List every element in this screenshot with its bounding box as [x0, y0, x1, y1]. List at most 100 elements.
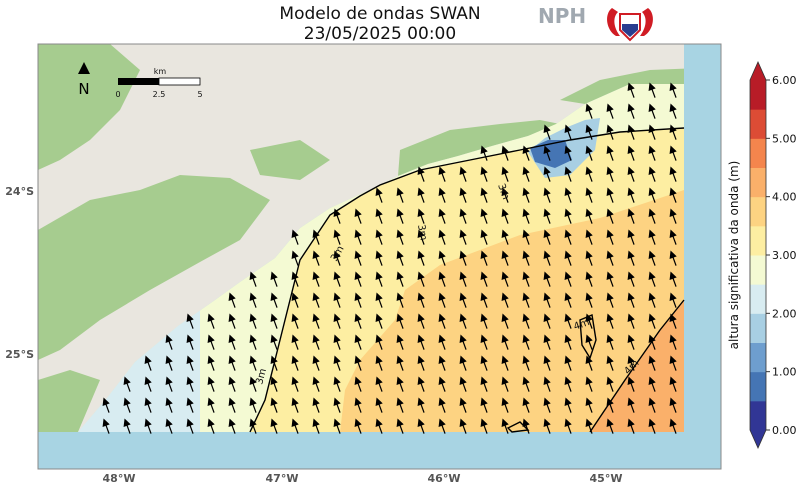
- wave-arrow: [522, 313, 530, 329]
- wave-arrow: [522, 418, 530, 434]
- wave-arrow: [585, 397, 593, 413]
- wave-arrow: [438, 418, 446, 434]
- wave-arrow: [648, 376, 656, 392]
- scale-unit: km: [154, 67, 167, 76]
- wave-arrow: [396, 313, 404, 329]
- wave-arrow: [585, 292, 593, 308]
- colorbar-tick-label: 0.00: [772, 424, 797, 437]
- wave-arrow: [270, 271, 278, 287]
- wave-arrow: [585, 313, 593, 329]
- wave-arrow: [333, 208, 341, 224]
- wave-arrow: [123, 418, 131, 434]
- wave-arrow: [648, 334, 656, 350]
- lat-label: 25°S: [5, 348, 34, 361]
- wave-arrow: [543, 355, 551, 371]
- wave-arrow: [522, 145, 530, 161]
- wave-arrow: [543, 292, 551, 308]
- wave-arrow: [627, 187, 635, 203]
- map-area[interactable]: 3m 3m 3m 3m 4m 4m N km 0 2.5 5: [38, 44, 721, 469]
- wave-arrow: [375, 292, 383, 308]
- wave-arrow: [522, 397, 530, 413]
- lon-label: 46°W: [428, 472, 461, 485]
- wave-arrow: [123, 397, 131, 413]
- wave-arrow: [627, 418, 635, 434]
- wave-arrow: [417, 229, 425, 245]
- wave-arrow: [438, 166, 446, 182]
- wave-arrow: [522, 166, 530, 182]
- wave-arrow: [459, 250, 467, 266]
- colorbar-tick-label: 5.00: [772, 132, 797, 145]
- wave-arrow: [627, 397, 635, 413]
- wave-arrow: [417, 166, 425, 182]
- wave-arrow: [585, 355, 593, 371]
- wave-arrow: [144, 376, 152, 392]
- wave-arrow: [396, 187, 404, 203]
- wave-arrow: [417, 334, 425, 350]
- wave-arrow: [417, 355, 425, 371]
- wave-arrow: [543, 418, 551, 434]
- wave-arrow: [228, 418, 236, 434]
- colorbar-segment: [750, 371, 766, 402]
- wave-arrow: [564, 208, 572, 224]
- wave-arrow: [459, 334, 467, 350]
- wave-arrow: [648, 418, 656, 434]
- wave-arrow: [501, 271, 509, 287]
- wave-arrow: [522, 334, 530, 350]
- wave-arrow: [522, 208, 530, 224]
- wave-arrow: [459, 313, 467, 329]
- wave-arrow: [627, 82, 635, 98]
- wave-arrow: [459, 355, 467, 371]
- wave-arrow: [417, 313, 425, 329]
- wave-arrow: [669, 418, 677, 434]
- wave-arrow: [669, 376, 677, 392]
- wave-arrow: [396, 334, 404, 350]
- wave-arrow: [207, 418, 215, 434]
- wave-arrow: [438, 313, 446, 329]
- wave-arrow: [606, 229, 614, 245]
- wave-arrow: [291, 355, 299, 371]
- wave-arrow: [585, 103, 593, 119]
- wave-arrow: [522, 292, 530, 308]
- wave-arrow: [585, 208, 593, 224]
- colorbar-tick-label: 2.00: [772, 307, 797, 320]
- wave-arrow: [501, 334, 509, 350]
- wave-arrow: [270, 292, 278, 308]
- wave-arrow: [333, 271, 341, 287]
- wave-arrow: [606, 166, 614, 182]
- wave-arrow: [102, 418, 110, 434]
- wave-arrow: [396, 250, 404, 266]
- wave-arrow: [648, 166, 656, 182]
- colorbar-extend-max: [750, 62, 766, 80]
- lat-label: 24°S: [5, 185, 34, 198]
- wave-arrow: [480, 271, 488, 287]
- wave-arrow: [333, 292, 341, 308]
- wave-arrow: [270, 418, 278, 434]
- wave-arrow: [354, 292, 362, 308]
- wave-arrow: [648, 313, 656, 329]
- wave-arrow: [417, 187, 425, 203]
- wave-arrow: [669, 397, 677, 413]
- wave-arrow: [186, 313, 194, 329]
- wave-arrow: [102, 397, 110, 413]
- wave-arrow: [417, 208, 425, 224]
- wave-arrow: [669, 292, 677, 308]
- wave-arrow: [396, 355, 404, 371]
- wave-arrow: [606, 103, 614, 119]
- wave-arrow: [165, 397, 173, 413]
- wave-arrow: [606, 250, 614, 266]
- map-frame: [37, 43, 722, 470]
- wave-arrow: [543, 376, 551, 392]
- wave-arrow: [354, 229, 362, 245]
- wave-arrow: [606, 271, 614, 287]
- wave-arrow: [501, 376, 509, 392]
- wave-arrow: [396, 271, 404, 287]
- wave-arrow: [375, 250, 383, 266]
- wave-arrow: [459, 229, 467, 245]
- wave-arrow: [627, 271, 635, 287]
- wave-arrow: [438, 355, 446, 371]
- wave-arrow: [627, 166, 635, 182]
- contour-label: 3m: [415, 224, 429, 242]
- wave-arrow: [291, 313, 299, 329]
- wave-arrow: [249, 292, 257, 308]
- wave-arrow: [438, 271, 446, 287]
